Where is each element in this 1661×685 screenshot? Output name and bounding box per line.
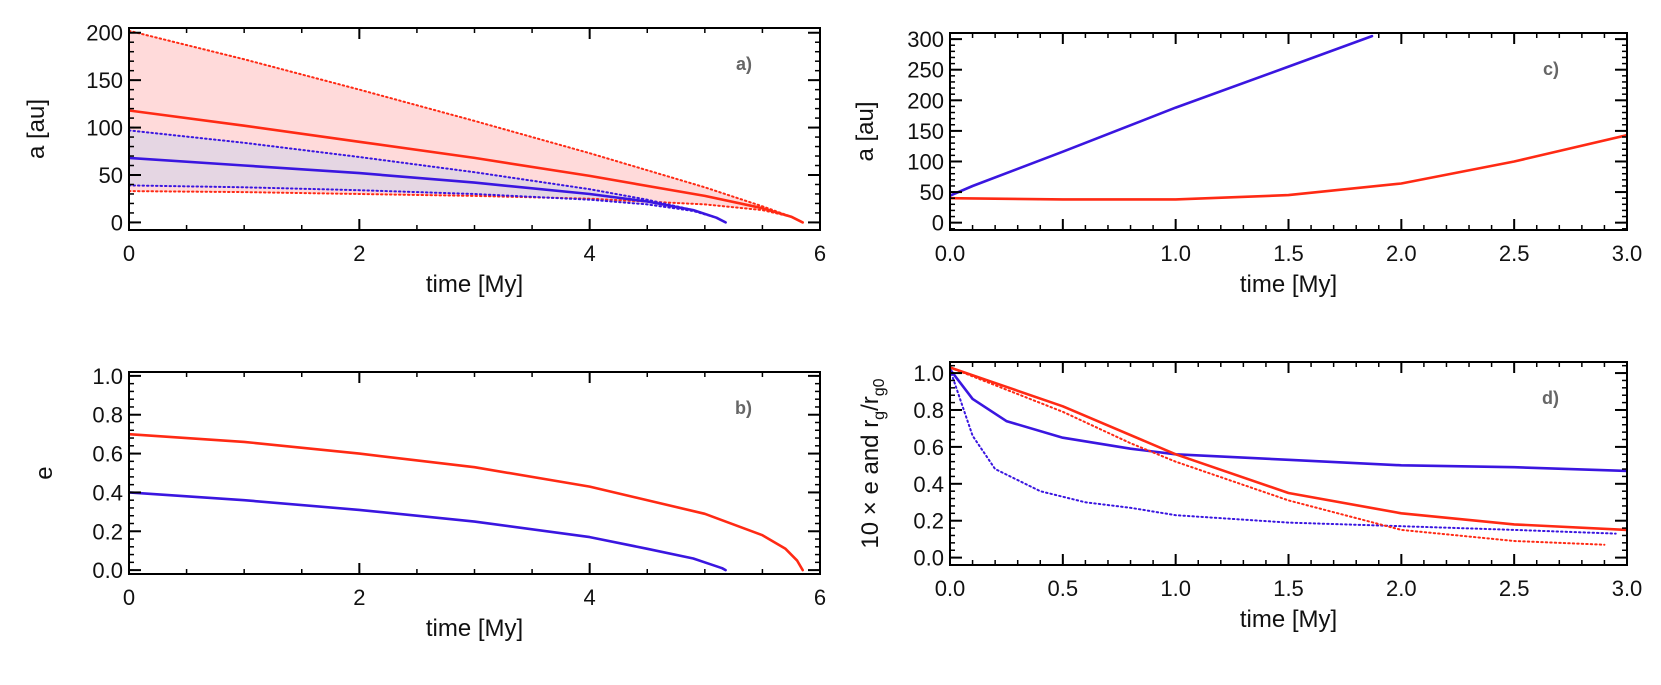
y-tick-label: 0.6 <box>913 435 944 460</box>
y-axis-label-part: /r <box>857 396 884 411</box>
y-tick-label: 150 <box>907 119 944 144</box>
x-tick-label: 0.0 <box>935 576 966 601</box>
x-tick-label: 0 <box>123 241 135 266</box>
panel-label: d) <box>1542 388 1559 408</box>
y-tick-label: 250 <box>907 58 944 83</box>
series-red-10-x-e <box>950 366 1606 546</box>
y-axis-label: e <box>31 466 58 479</box>
series-red-eccentricity <box>129 432 804 572</box>
y-tick-label: 150 <box>86 68 123 93</box>
y-tick-label: 0.4 <box>92 480 123 505</box>
y-tick-label: 0.2 <box>913 509 944 534</box>
x-tick-label: 6 <box>814 585 826 610</box>
panel-a: 0 2 4 6 0 50 100 150 200 time [My] a [au] a) <box>23 21 826 298</box>
y-tick-label: 0.0 <box>913 546 944 571</box>
y-tick-label: 0.8 <box>92 403 123 428</box>
series-blue-semi-major-axis <box>950 34 1374 197</box>
y-tick-label: 50 <box>99 163 123 188</box>
y-tick-label: 300 <box>907 27 944 52</box>
y-tick-label: 200 <box>907 88 944 113</box>
y-axis-label: a [au] <box>23 99 50 159</box>
y-axis-label: a [au] <box>852 101 879 161</box>
y-tick-label: 0 <box>932 211 944 236</box>
series-blue-r-g-r-g0 <box>950 368 1627 473</box>
plot-area <box>950 366 1627 546</box>
x-tick-label: 2.5 <box>1499 241 1530 266</box>
y-tick-label: 0.8 <box>913 398 944 423</box>
x-tick-label: 4 <box>584 241 596 266</box>
panel-label: c) <box>1543 59 1559 79</box>
y-axis-label-part: 10 × e and r <box>857 420 884 549</box>
series-red-semi-major-axis <box>950 133 1627 201</box>
series-red-semi-major-axis <box>129 109 804 224</box>
y-axis-label: 10 × e and rg/rg0 <box>857 378 888 548</box>
y-axis-label-part: g0 <box>871 378 888 396</box>
x-tick-label: 0 <box>123 585 135 610</box>
y-tick-label: 0.4 <box>913 472 944 497</box>
x-tick-label: 0.5 <box>1048 576 1079 601</box>
x-tick-label: 3.0 <box>1612 576 1643 601</box>
y-tick-label: 1.0 <box>92 364 123 389</box>
plot-area <box>950 34 1627 201</box>
panel-d: 0.0 0.5 1.0 1.5 2.0 2.5 3.0 0.0 0.2 0.4 0.6 0.8 1.0 t… <box>857 361 1642 633</box>
y-tick-label: 0.6 <box>92 442 123 467</box>
y-tick-label: 1.0 <box>913 361 944 386</box>
blue-envelope-region <box>129 130 726 223</box>
y-tick-label: 0.2 <box>92 519 123 544</box>
axes-frame <box>128 371 821 575</box>
y-axis-label-part: g <box>871 411 888 420</box>
x-axis-label: time [My] <box>426 615 523 642</box>
panel-label: a) <box>736 54 752 74</box>
x-axis-label: time [My] <box>426 271 523 298</box>
panel-c: 0.0 1.0 1.5 2.0 2.5 3.0 0 50 100 150 200 250 300 time… <box>852 27 1642 298</box>
y-tick-label: 100 <box>907 149 944 174</box>
panel-label: b) <box>735 398 752 418</box>
x-tick-label: 4 <box>584 585 596 610</box>
plot-area <box>129 432 804 572</box>
y-tick-label: 0 <box>111 210 123 235</box>
plot-area <box>129 29 804 224</box>
y-tick-label: 0.0 <box>92 558 123 583</box>
series-red-apocentre <box>129 29 804 224</box>
series-blue-10-x-e <box>950 368 1617 535</box>
axes-frame <box>949 361 1628 566</box>
x-axis-label: time [My] <box>1240 606 1337 633</box>
y-tick-label: 100 <box>86 116 123 141</box>
x-tick-label: 1.5 <box>1273 241 1304 266</box>
series-blue-semi-major-axis <box>129 156 727 224</box>
x-tick-label: 1.0 <box>1160 576 1191 601</box>
x-tick-label: 2.0 <box>1386 241 1417 266</box>
y-tick-label: 200 <box>86 21 123 46</box>
x-tick-label: 6 <box>814 241 826 266</box>
x-tick-label: 2 <box>353 241 365 266</box>
x-tick-label: 0.0 <box>935 241 966 266</box>
x-tick-label: 2.5 <box>1499 576 1530 601</box>
panel-b: 0 2 4 6 0.0 0.2 0.4 0.6 0.8 1.0 time [My] e b) <box>31 364 826 642</box>
x-axis-label: time [My] <box>1240 271 1337 298</box>
x-tick-label: 3.0 <box>1612 241 1643 266</box>
series-red-r-g-r-g0 <box>950 366 1627 532</box>
x-tick-label: 2 <box>353 585 365 610</box>
x-tick-label: 2.0 <box>1386 576 1417 601</box>
series-blue-eccentricity <box>129 491 727 572</box>
y-tick-label: 50 <box>920 180 944 205</box>
x-tick-label: 1.0 <box>1160 241 1191 266</box>
x-tick-label: 1.5 <box>1273 576 1304 601</box>
